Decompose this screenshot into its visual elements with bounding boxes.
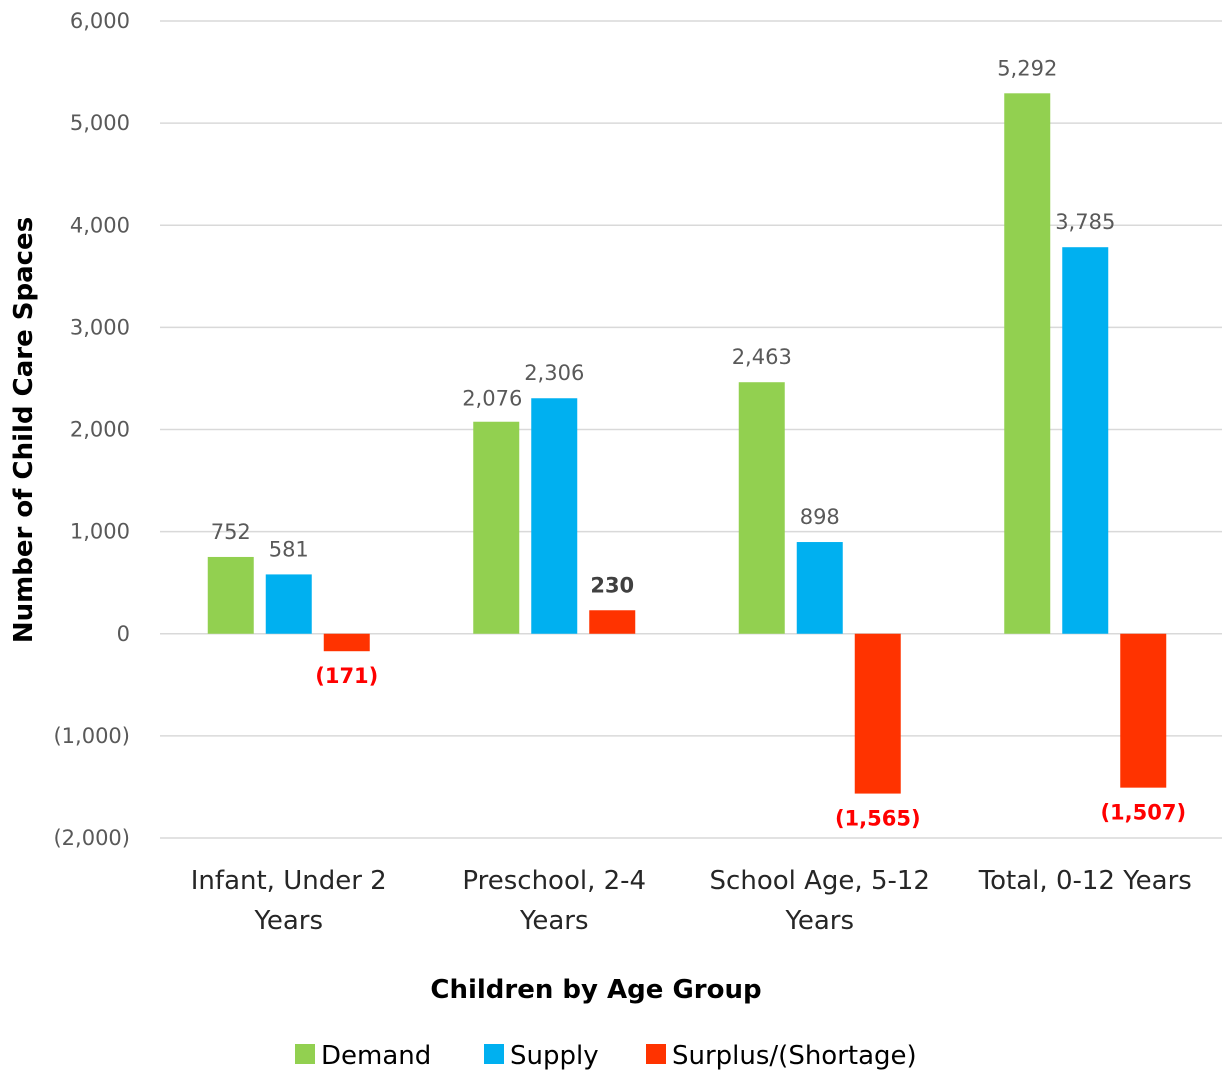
bar-demand (207, 556, 254, 634)
y-axis-title: Number of Child Care Spaces (9, 217, 39, 643)
x-category-label: Years (253, 906, 323, 936)
data-label-demand: 752 (211, 520, 251, 544)
data-label-supply: 581 (269, 537, 309, 561)
x-category-label: Years (519, 906, 589, 936)
x-category-label: Years (784, 906, 854, 936)
bar-demand (738, 382, 785, 634)
y-tick-label: (1,000) (53, 724, 130, 748)
bar-surplus-shortage (1120, 633, 1167, 788)
bar-supply (1062, 247, 1109, 634)
y-tick-label: 5,000 (70, 111, 130, 135)
data-label-supply: 898 (800, 505, 840, 529)
bar-demand (1004, 93, 1051, 634)
data-label-demand: 2,463 (732, 345, 792, 369)
bar-supply (531, 398, 578, 634)
x-axis-categories: Infant, Under 2 Years Preschool, 2-4 Years S… (191, 866, 1192, 936)
data-label-supply: 3,785 (1055, 210, 1115, 234)
data-label-supply: 2,306 (524, 361, 584, 385)
y-tick-label: 2,000 (70, 418, 130, 442)
x-category-label: Total, 0-12 Years (978, 866, 1192, 896)
y-tick-label: 1,000 (70, 520, 130, 544)
y-tick-label: 4,000 (70, 213, 130, 237)
x-category-label: Infant, Under 2 (191, 866, 387, 896)
y-tick-label: 6,000 (70, 9, 130, 33)
y-tick-label: 3,000 (70, 315, 130, 339)
y-axis-ticks: (2,000) (1,000) 0 1,000 2,000 3,000 4,000 5,000… (53, 9, 130, 850)
data-label-demand: 2,076 (462, 387, 522, 411)
legend: Demand Supply Surplus/(Shortage) (295, 1041, 917, 1071)
bar-demand (473, 421, 520, 634)
bar-surplus-shortage (589, 610, 636, 634)
bar-surplus-shortage (323, 633, 370, 652)
data-label-surplus-shortage: 230 (590, 573, 634, 597)
legend-label-supply: Supply (510, 1041, 599, 1071)
y-tick-label: (2,000) (53, 826, 130, 850)
bar-supply (796, 542, 843, 634)
data-label-surplus-shortage: (171) (315, 664, 378, 688)
data-label-surplus-shortage: (1,507) (1100, 801, 1186, 825)
bar-surplus-shortage (854, 633, 901, 794)
legend-swatch-supply (484, 1044, 504, 1064)
legend-label-demand: Demand (321, 1041, 431, 1071)
x-category-label: School Age, 5-12 (710, 866, 930, 896)
y-tick-label: 0 (117, 622, 130, 646)
legend-label-surplus-shortage: Surplus/(Shortage) (672, 1041, 917, 1071)
legend-swatch-demand (295, 1044, 315, 1064)
bar-supply (265, 574, 312, 634)
x-axis-title: Children by Age Group (430, 975, 761, 1005)
bars (207, 93, 1167, 794)
x-category-label: Preschool, 2-4 (462, 866, 646, 896)
data-label-demand: 5,292 (997, 56, 1057, 80)
data-label-surplus-shortage: (1,565) (835, 807, 921, 831)
legend-swatch-surplus-shortage (646, 1044, 666, 1064)
